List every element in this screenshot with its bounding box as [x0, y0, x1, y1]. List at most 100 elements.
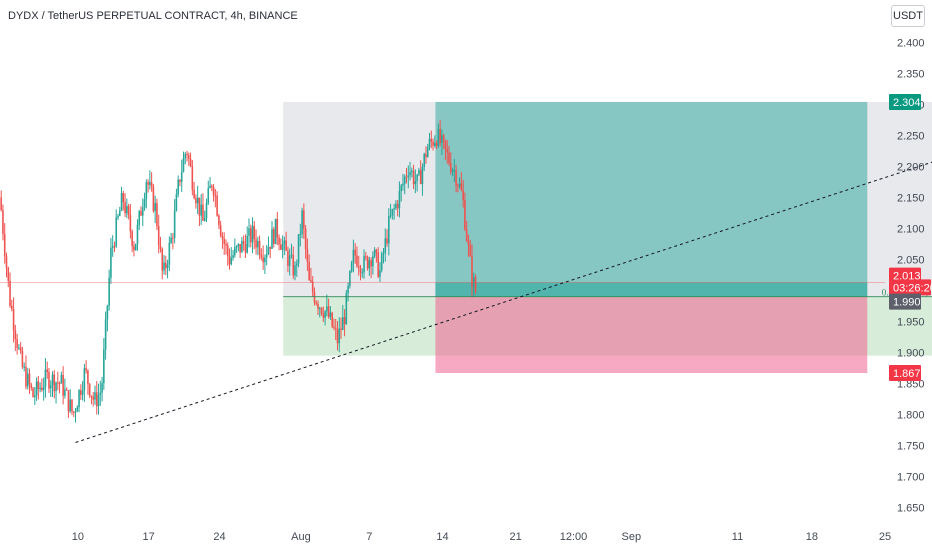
candle-body — [157, 226, 160, 246]
candle-body — [301, 210, 303, 235]
candle-body — [393, 208, 395, 210]
profit-zone — [435, 101, 868, 297]
x-tick-label: 24 — [213, 531, 225, 543]
candle-body — [453, 170, 456, 172]
y-tick-label: 2.200 — [897, 161, 925, 173]
candle-body — [152, 186, 155, 212]
y-tick-label: 2.350 — [897, 68, 925, 80]
candle-body — [26, 373, 29, 387]
candle-body — [216, 195, 218, 216]
candle-body — [126, 205, 128, 214]
candle-body — [455, 170, 457, 186]
candle-body — [78, 390, 80, 408]
loss-zone — [435, 296, 868, 373]
candle-body — [458, 183, 461, 187]
candle-body — [150, 182, 153, 187]
candle-body — [168, 242, 171, 265]
candle-body — [469, 245, 472, 256]
candle-body — [131, 231, 133, 247]
candle-body — [288, 255, 291, 266]
x-tick-label: 10 — [72, 531, 84, 543]
candle-body — [464, 200, 466, 230]
candle-body — [389, 215, 392, 217]
candle-body — [352, 249, 355, 263]
candle-body — [329, 312, 332, 317]
price-tag-label: 2.304 — [893, 97, 921, 109]
open-profit-zone — [435, 282, 868, 297]
candle-body — [318, 307, 321, 309]
candle-body — [99, 392, 102, 395]
candle-body — [347, 285, 349, 294]
candle-body — [441, 135, 443, 143]
candle-body — [65, 389, 68, 391]
candle-body — [306, 248, 309, 262]
currency-button[interactable]: USDT — [891, 5, 925, 27]
candle-body — [223, 238, 225, 244]
candle-body — [205, 203, 208, 219]
candle-body — [211, 185, 213, 188]
candle-body — [430, 138, 433, 142]
candle-body — [2, 210, 4, 235]
candle-body — [113, 246, 116, 248]
candle-body — [118, 210, 121, 216]
candle-body — [345, 293, 348, 325]
candle-body — [262, 257, 264, 263]
candle-body — [195, 198, 197, 204]
price-tag-label: 03:26:20 — [893, 282, 932, 294]
candle-body — [214, 195, 217, 197]
candle-body — [380, 253, 383, 271]
x-tick-label: Sep — [622, 531, 642, 543]
candle-body — [432, 141, 434, 146]
candle-body — [110, 247, 112, 278]
candle-body — [248, 228, 250, 236]
candle-body — [366, 256, 369, 269]
candle-body — [398, 191, 401, 209]
candle-body — [53, 374, 56, 392]
candle-body — [103, 349, 105, 384]
candle-body — [425, 153, 427, 158]
candle-body — [350, 262, 353, 272]
candle-body — [310, 280, 312, 282]
candle-body — [0, 197, 2, 211]
candle-body — [173, 210, 176, 238]
candle-body — [405, 176, 408, 178]
y-tick-label: 1.850 — [897, 379, 925, 391]
candle-body — [304, 228, 307, 249]
candle-body — [141, 207, 144, 216]
candle-body — [62, 374, 64, 396]
candle-body — [191, 166, 194, 190]
candle-body — [149, 182, 151, 185]
candle-body — [377, 252, 379, 277]
candle-body — [267, 246, 270, 254]
candle-body — [373, 249, 376, 257]
x-tick-label: 17 — [143, 531, 155, 543]
candle-body — [177, 179, 179, 195]
y-tick-label: 2.250 — [897, 130, 925, 142]
candle-body — [271, 229, 273, 249]
candle-body — [426, 147, 429, 158]
y-tick-label: 1.950 — [897, 317, 925, 329]
candle-body — [292, 254, 295, 276]
candle-body — [446, 149, 449, 153]
candle-body — [416, 174, 418, 182]
candles-layer — [0, 119, 477, 423]
candle-body — [230, 257, 233, 265]
candle-body — [343, 317, 346, 325]
candle-body — [237, 243, 240, 247]
candle-body — [88, 383, 91, 396]
candle-body — [106, 305, 109, 320]
candle-body — [338, 328, 341, 344]
candle-body — [322, 313, 325, 318]
candle-body — [228, 256, 231, 265]
price-tag — [889, 293, 921, 310]
x-tick-label: 11 — [732, 531, 743, 543]
candle-body — [14, 330, 17, 340]
candle-body — [334, 327, 337, 330]
y-tick-label: 1.650 — [897, 503, 925, 515]
zones-layer — [283, 101, 932, 373]
candle-body — [320, 307, 323, 314]
candle-body — [419, 170, 422, 184]
candle-body — [396, 203, 399, 209]
candle-body — [241, 240, 243, 253]
